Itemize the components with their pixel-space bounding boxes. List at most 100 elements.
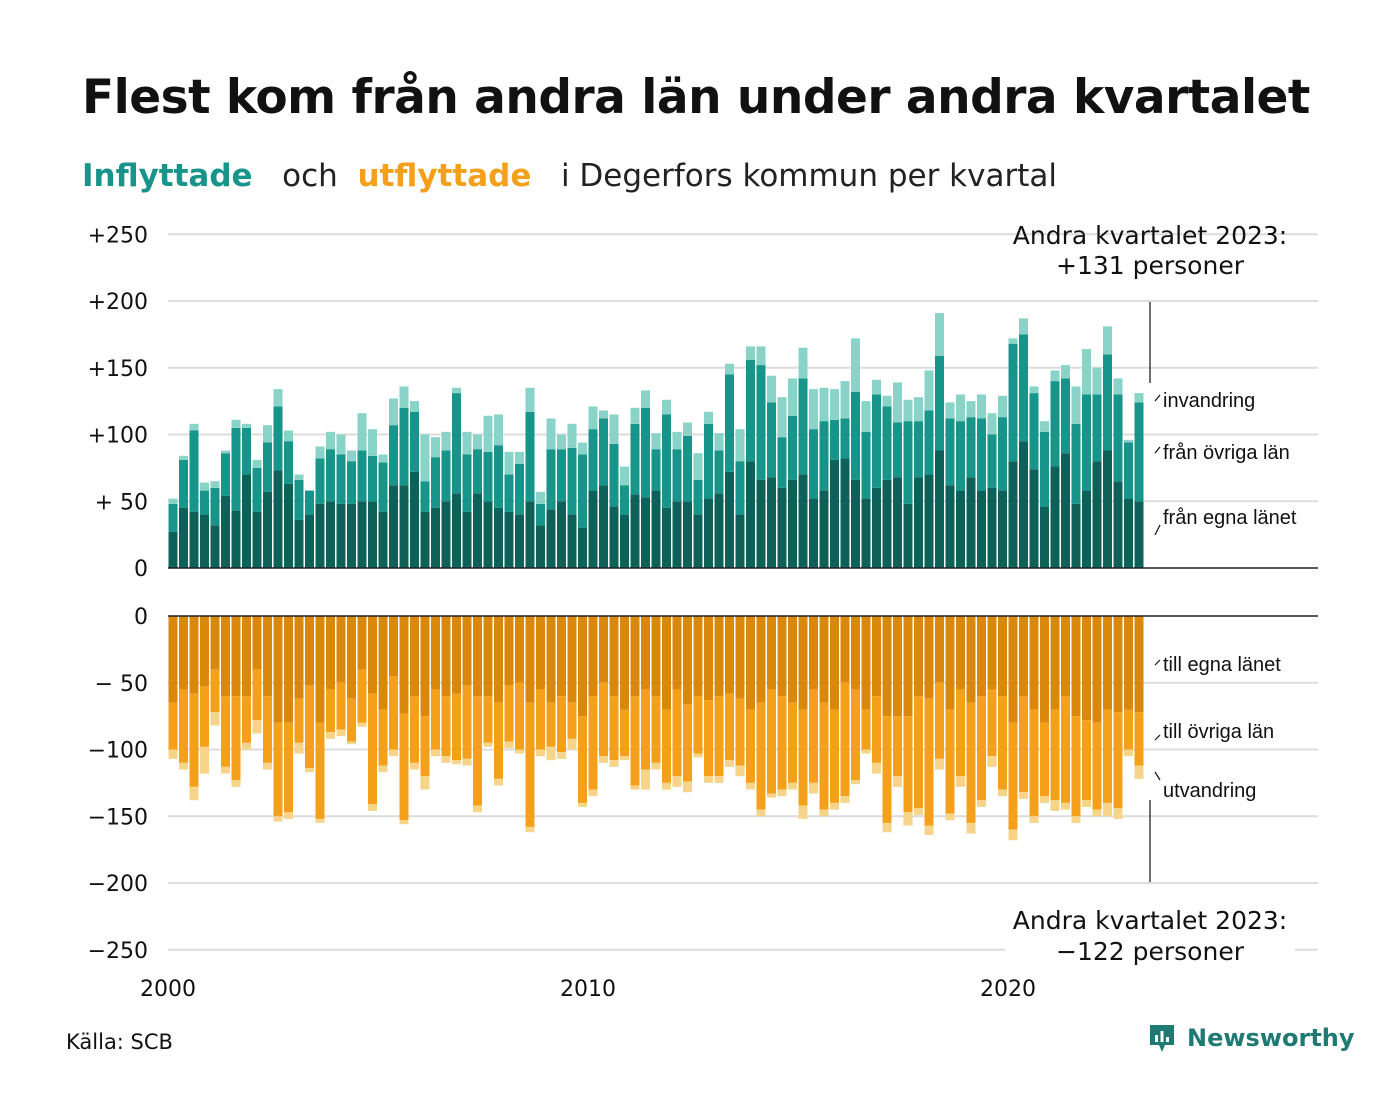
bar-in-invandring: [819, 387, 829, 422]
bar-in-från-övriga-län: [431, 457, 440, 508]
bar-in-invandring: [746, 346, 755, 360]
bar-out-till-egna-länet: [840, 616, 850, 683]
bar-in-från-egna-länet: [704, 498, 713, 568]
bar-out-till-egna-länet: [494, 616, 503, 703]
newsworthy-logo-icon: [1150, 1025, 1174, 1052]
bar-out-utvandring: [284, 812, 293, 819]
bar-in-från-egna-länet: [977, 490, 986, 568]
bar-in-från-egna-länet: [809, 498, 818, 568]
bar-out-till-övriga-län: [714, 696, 724, 777]
bar-out-till-övriga-län: [378, 709, 388, 766]
series-label-out: utvandring: [1163, 780, 1256, 802]
bar-out-till-övriga-län: [557, 696, 566, 753]
bar-in-från-egna-länet: [756, 479, 766, 568]
ytick-label-top: +100: [88, 424, 148, 449]
bar-out-utvandring: [714, 776, 724, 783]
bar-out-till-egna-länet: [956, 616, 965, 690]
bar-out-utvandring: [179, 762, 188, 770]
bar-out-till-övriga-län: [945, 709, 955, 814]
bar-in-från-egna-länet: [273, 470, 283, 568]
bar-in-från-övriga-län: [504, 474, 514, 512]
bar-out-till-övriga-län: [441, 696, 451, 757]
bar-in-från-övriga-län: [830, 419, 839, 460]
bar-out-till-egna-länet: [1103, 616, 1112, 710]
bar-in-från-övriga-län: [294, 479, 304, 520]
series-label-in: från egna länet: [1163, 507, 1297, 529]
bar-in-från-övriga-län: [903, 421, 913, 504]
bar-in-från-övriga-län: [1103, 354, 1112, 451]
bar-out-till-egna-länet: [641, 616, 650, 690]
bar-out-till-egna-länet: [347, 616, 356, 699]
bar-in-från-egna-länet: [536, 525, 545, 568]
bar-out-till-övriga-län: [431, 689, 440, 750]
bar-in-från-egna-länet: [683, 501, 692, 568]
bar-out-till-övriga-län: [903, 716, 913, 813]
bar-in-från-egna-länet: [326, 501, 335, 568]
bar-in-invandring: [1113, 378, 1123, 395]
bar-out-till-egna-länet: [567, 616, 577, 703]
bar-out-till-övriga-län: [452, 693, 461, 761]
subtitle-rest: i Degerfors kommun per kvartal: [560, 158, 1057, 194]
bar-in-invandring: [221, 450, 230, 454]
bar-in-från-egna-länet: [347, 503, 356, 568]
bar-out-utvandring: [840, 796, 850, 803]
bar-out-utvandring: [189, 786, 199, 801]
bar-in-invandring: [704, 411, 713, 424]
bar-in-från-egna-länet: [242, 474, 251, 568]
bar-out-till-övriga-län: [473, 696, 482, 806]
bar-in-från-egna-länet: [189, 511, 199, 568]
bar-in-invandring: [620, 466, 629, 486]
bar-in-från-övriga-län: [231, 427, 241, 511]
chart-subtitle: Inflyttade och utflyttade i Degerfors ko…: [82, 158, 1057, 194]
bar-out-till-övriga-län: [494, 702, 503, 779]
bar-in-från-egna-länet: [725, 471, 734, 568]
bar-out-till-övriga-län: [1103, 709, 1112, 803]
bar-in-från-egna-länet: [168, 531, 178, 568]
bar-out-utvandring: [326, 732, 335, 739]
bar-out-till-egna-länet: [1050, 616, 1060, 710]
bar-out-utvandring: [368, 804, 377, 811]
bar-out-till-egna-länet: [1040, 616, 1049, 723]
bar-out-till-övriga-län: [1113, 712, 1123, 809]
bar-out-till-egna-länet: [683, 616, 692, 705]
bar-in-från-egna-länet: [798, 474, 808, 568]
bar-out-utvandring: [536, 749, 545, 757]
bar-out-till-övriga-län: [305, 685, 314, 769]
ytick-label-bottom: 0: [134, 605, 148, 630]
bar-in-från-egna-länet: [1082, 490, 1091, 568]
bar-in-från-egna-länet: [599, 485, 608, 568]
bar-in-invandring: [1134, 393, 1144, 403]
bar-out-utvandring: [683, 781, 692, 793]
bar-in-invandring: [641, 390, 650, 408]
bar-in-invandring: [1050, 370, 1060, 382]
bar-out-till-övriga-län: [630, 696, 640, 786]
bar-in-invandring: [725, 363, 734, 375]
bar-out-till-egna-länet: [431, 616, 440, 690]
bar-out-till-egna-länet: [630, 616, 640, 697]
bar-in-från-övriga-län: [263, 442, 272, 492]
bar-in-från-övriga-län: [420, 481, 430, 512]
bar-in-invandring: [1008, 338, 1018, 344]
bar-out-utvandring: [609, 760, 619, 767]
bar-in-invandring: [179, 455, 188, 460]
series-label-out: till övriga län: [1163, 721, 1274, 743]
bar-in-från-egna-länet: [284, 483, 293, 568]
bar-in-från-övriga-län: [536, 503, 545, 526]
bar-out-utvandring: [1071, 816, 1081, 823]
ytick-label-top: +250: [88, 223, 148, 248]
bar-in-från-övriga-län: [284, 441, 293, 484]
bar-out-utvandring: [231, 780, 241, 787]
bar-out-till-egna-länet: [798, 616, 808, 710]
series-label-leader: [1154, 734, 1161, 741]
bar-in-från-övriga-län: [1019, 334, 1028, 442]
bar-in-invandring: [987, 413, 997, 435]
bar-out-utvandring: [1061, 802, 1070, 810]
bar-out-till-övriga-län: [819, 702, 829, 810]
bar-out-utvandring: [200, 746, 209, 774]
bar-in-invandring: [420, 434, 430, 482]
bar-in-från-övriga-län: [588, 429, 598, 491]
bar-out-till-övriga-län: [368, 693, 377, 805]
bar-in-invandring: [1103, 326, 1112, 355]
subtitle-inflyttade: Inflyttade: [82, 158, 253, 194]
bar-out-utvandring: [620, 756, 629, 761]
